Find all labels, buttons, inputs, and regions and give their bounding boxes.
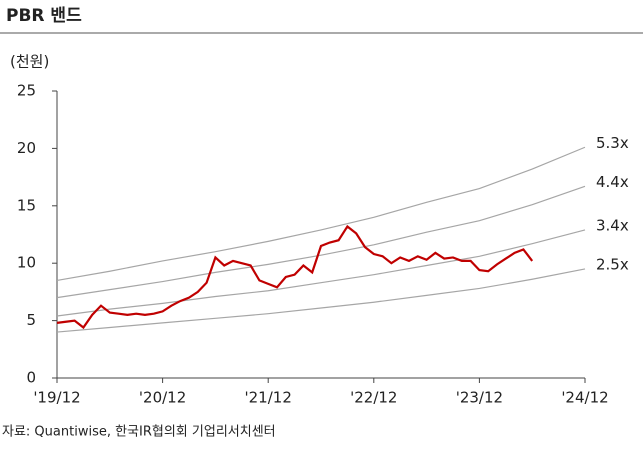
- series-label: 4.4x: [596, 173, 629, 191]
- y-axis-label: (천원): [10, 53, 49, 71]
- series-line: [56, 146, 586, 282]
- series-label: 3.4x: [596, 216, 629, 234]
- series-line: [56, 229, 586, 317]
- x-tick-label: '21/12: [245, 389, 292, 407]
- series-line: [56, 185, 586, 299]
- chart-title: PBR 밴드: [6, 6, 82, 26]
- x-tick-label: '23/12: [456, 389, 503, 407]
- series-line: [56, 224, 534, 330]
- y-tick-label: 15: [17, 196, 36, 214]
- series-label: 2.5x: [596, 255, 629, 273]
- y-tick-label: 5: [26, 311, 36, 329]
- series-label: 5.3x: [596, 134, 629, 152]
- x-tick-label: '24/12: [561, 389, 608, 407]
- y-tick-label: 20: [17, 139, 36, 157]
- y-tick-label: 25: [17, 82, 36, 100]
- x-tick-label: '19/12: [33, 389, 80, 407]
- x-tick-label: '22/12: [350, 389, 397, 407]
- series-line: [56, 268, 586, 333]
- y-tick-label: 10: [17, 254, 36, 272]
- y-tick-label: 0: [26, 369, 36, 387]
- source: 자료: Quantiwise, 한국IR협의회 기업리서치센터: [2, 425, 276, 440]
- x-tick-label: '20/12: [139, 389, 186, 407]
